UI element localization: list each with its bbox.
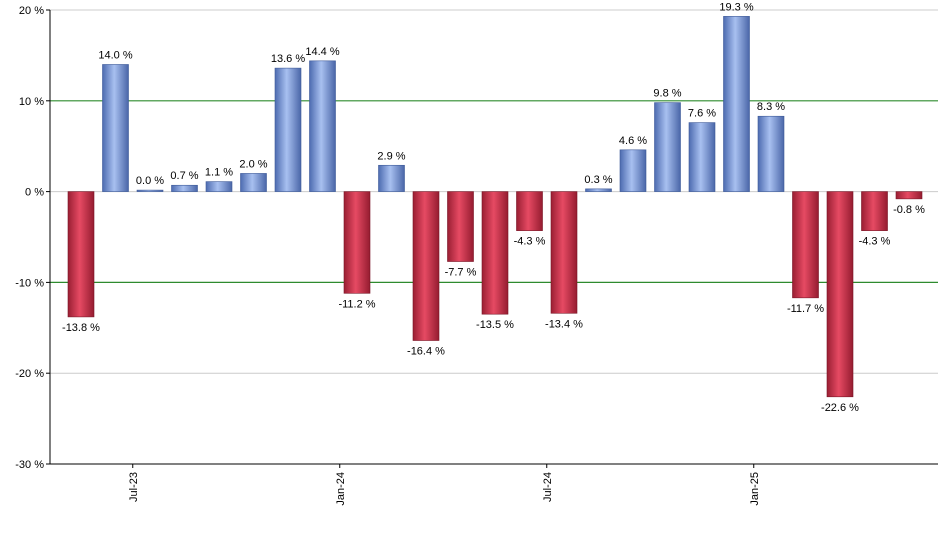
bar-value-label-7: 14.4 % bbox=[305, 46, 339, 58]
bar-value-label-1: 14.0 % bbox=[98, 49, 132, 61]
bar-value-label-0: -13.8 % bbox=[62, 322, 100, 334]
bar-value-label-14: -13.4 % bbox=[545, 318, 583, 330]
bar-23 bbox=[861, 191, 888, 231]
bar-1 bbox=[102, 64, 129, 192]
bar-6 bbox=[274, 67, 302, 192]
bar-value-label-12: -13.5 % bbox=[476, 319, 514, 331]
bar-value-label-8: -11.2 % bbox=[338, 298, 375, 310]
y-tick-label: 0 % bbox=[25, 187, 44, 199]
bar-2 bbox=[136, 189, 164, 192]
bar-value-label-16: 4.6 % bbox=[619, 135, 647, 147]
bar-0 bbox=[67, 191, 95, 318]
bar-8 bbox=[343, 191, 371, 294]
x-tick-label: Jan-25 bbox=[749, 472, 761, 506]
bar-value-label-15: 0.3 % bbox=[584, 174, 612, 186]
x-tick-label: Jul-23 bbox=[128, 472, 140, 502]
bar-17 bbox=[654, 102, 681, 192]
bar-15 bbox=[585, 188, 612, 192]
bar-value-label-4: 1.1 % bbox=[205, 167, 233, 179]
x-tick-label: Jan-24 bbox=[335, 472, 347, 506]
bars bbox=[67, 16, 923, 398]
bar-value-label-20: 8.3 % bbox=[757, 101, 785, 113]
bar-value-label-24: -0.8 % bbox=[893, 204, 925, 216]
bar-18 bbox=[688, 122, 716, 192]
bar-value-label-21: -11.7 % bbox=[787, 303, 824, 315]
bar-3 bbox=[171, 184, 198, 192]
bar-24 bbox=[895, 191, 923, 200]
bar-value-label-22: -22.6 % bbox=[821, 402, 859, 414]
bar-12 bbox=[481, 191, 509, 315]
x-tick-label: Jul-24 bbox=[542, 472, 554, 502]
bar-value-label-9: 2.9 % bbox=[377, 150, 405, 162]
bar-10 bbox=[412, 191, 440, 341]
bar-16 bbox=[619, 149, 647, 192]
bar-13 bbox=[516, 191, 543, 231]
bar-value-label-10: -16.4 % bbox=[407, 346, 445, 358]
bar-value-label-2: 0.0 % bbox=[136, 175, 164, 187]
axes: -30 % -20 % -10 % 0 % 10 % 20 % Jul-23 Jan-24 Ju… bbox=[15, 5, 938, 506]
value-labels: -13.8 %14.0 %0.0 % 0.7 % 1.1 %2.0 %13.6 %1… bbox=[62, 1, 925, 413]
bar-14 bbox=[550, 191, 578, 314]
bar-20 bbox=[757, 115, 785, 192]
bar-value-label-5: 2.0 % bbox=[239, 158, 267, 170]
bar-value-label-3: 0.7 % bbox=[170, 170, 198, 182]
bar-value-label-19: 19.3 % bbox=[719, 1, 753, 13]
bar-11 bbox=[447, 191, 474, 262]
bar-value-label-13: -4.3 % bbox=[514, 236, 546, 248]
bar-value-label-17: 9.8 % bbox=[653, 88, 681, 100]
y-tick-label: 20 % bbox=[19, 5, 44, 17]
bar-value-label-11: -7.7 % bbox=[445, 267, 477, 279]
bar-4 bbox=[205, 181, 233, 192]
bar-value-label-23: -4.3 % bbox=[859, 236, 891, 248]
y-tick-label: -30 % bbox=[15, 459, 44, 471]
bar-9 bbox=[378, 164, 405, 192]
bar-value-label-6: 13.6 % bbox=[271, 53, 305, 65]
bar-7 bbox=[309, 60, 336, 192]
y-tick-label: 10 % bbox=[19, 96, 44, 108]
bar-22 bbox=[826, 191, 854, 398]
bar-5 bbox=[240, 173, 267, 192]
bar-19 bbox=[723, 16, 750, 192]
bar-value-label-18: 7.6 % bbox=[688, 108, 716, 120]
y-tick-label: -10 % bbox=[15, 277, 44, 289]
y-tick-label: -20 % bbox=[15, 368, 44, 380]
bar-21 bbox=[792, 191, 819, 299]
